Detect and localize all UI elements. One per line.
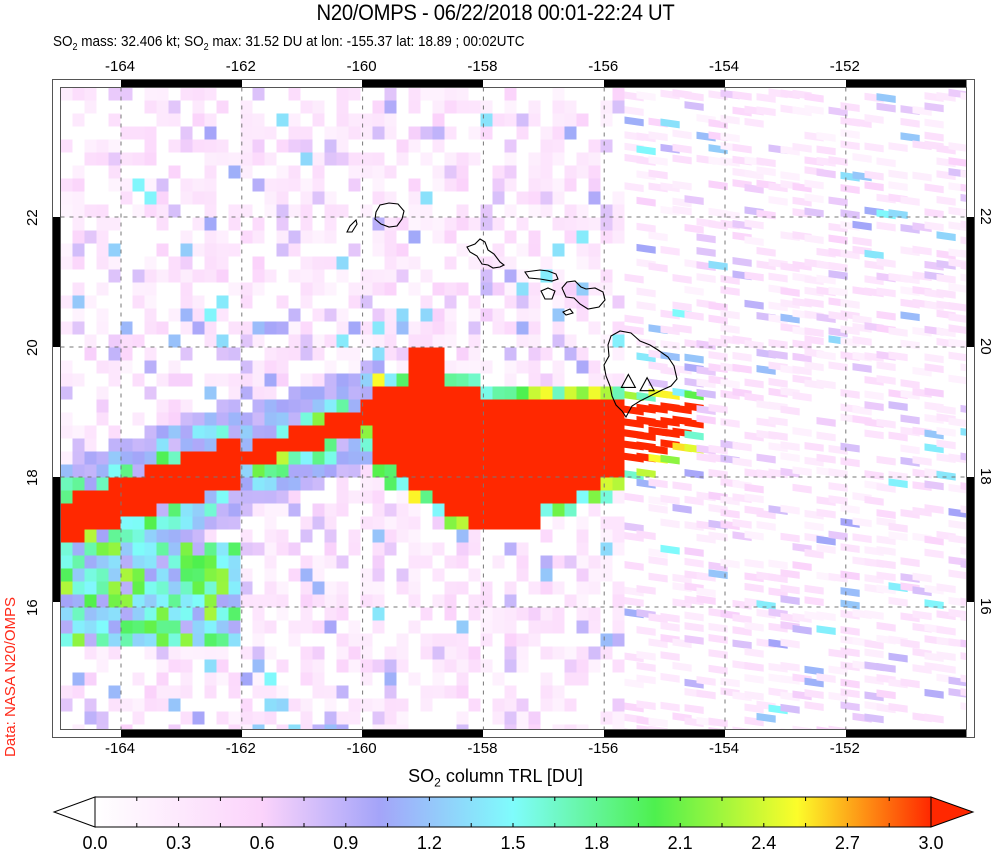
colorbar-max-arrow (930, 796, 975, 828)
subscript: 2 (434, 775, 441, 790)
lon-tick-label: -162 (225, 58, 256, 75)
colorbar-title: SO2 column TRL [DU] (0, 766, 991, 790)
subscript: 2 (203, 42, 209, 53)
colorbar-tick-label: 1.8 (584, 833, 610, 853)
map-inner-frame (60, 87, 967, 730)
colorbar-min-arrow (52, 796, 96, 828)
lon-tick-label: -158 (467, 58, 498, 75)
colorbar-tick-label: 0.0 (82, 833, 108, 853)
volcano-icon (639, 376, 656, 392)
cb-title-so: SO (408, 766, 435, 786)
graticule (60, 87, 967, 730)
colorbar-ticks (136, 797, 890, 827)
colorbar-tick-label: 2.4 (751, 833, 777, 853)
island-lanai (540, 287, 556, 300)
lon-tick-label: -160 (346, 58, 377, 75)
lat-tick-label: 20 (24, 339, 41, 356)
island-maui (561, 280, 606, 310)
colorbar-tick-label: 1.5 (500, 833, 526, 853)
colorbar-tick-label: 2.7 (834, 833, 860, 853)
volcano-icon (620, 373, 637, 388)
lon-tick-label: -160 (346, 740, 377, 757)
coastlines (346, 202, 678, 419)
chart-title: N20/OMPS - 06/22/2018 00:01-22:24 UT (316, 0, 675, 25)
lon-tick-label: -162 (225, 740, 256, 757)
lon-tick-label: -156 (588, 58, 619, 75)
mass-text: mass: 32.406 kt; SO (77, 33, 204, 50)
volcano-markers (620, 373, 656, 392)
colorbar-tick-label: 1.2 (416, 833, 442, 853)
lon-tick-label: -154 (709, 58, 740, 75)
lat-tick-label: 18 (24, 469, 41, 486)
lon-tick-label: -152 (829, 58, 860, 75)
colorbar-tick-label: 0.6 (249, 833, 275, 853)
lat-tick-label: 18 (977, 468, 991, 485)
colorbar (94, 796, 932, 828)
subscript: 2 (72, 42, 78, 53)
cb-title-rest: column TRL [DU] (440, 766, 583, 786)
colorbar-tick-label: 0.3 (166, 833, 192, 853)
so2-heatmap (60, 87, 967, 730)
island-hawaii (603, 330, 678, 419)
island-kahoolawe (562, 308, 574, 316)
lat-tick-label: 22 (24, 209, 41, 226)
so2-text: SO (53, 33, 73, 50)
lat-tick-label: 20 (977, 338, 991, 355)
subtitle-stats: SO2 mass: 32.406 kt; SO2 max: 31.52 DU a… (53, 33, 525, 53)
lon-tick-label: -158 (467, 740, 498, 757)
colorbar-tick-label: 0.9 (333, 833, 359, 853)
island-kauai (374, 202, 405, 228)
island-niihau (346, 218, 358, 233)
island-molokai (524, 269, 559, 282)
max-text: max: 31.52 DU at lon: -155.37 lat: 18.89… (208, 33, 525, 50)
island-oahu (466, 238, 506, 269)
lat-tick-label: 16 (24, 599, 41, 616)
lon-tick-label: -152 (829, 740, 860, 757)
lat-tick-label: 16 (977, 598, 991, 615)
colorbar-tick-label: 2.1 (667, 833, 693, 853)
lon-tick-label: -164 (105, 740, 136, 757)
lon-tick-label: -154 (709, 740, 740, 757)
lon-tick-label: -164 (105, 58, 136, 75)
lon-tick-label: -156 (588, 740, 619, 757)
axis-scale-bars (53, 80, 974, 737)
lat-tick-label: 22 (977, 208, 991, 225)
colorbar-tick-label: 3.0 (918, 833, 944, 853)
